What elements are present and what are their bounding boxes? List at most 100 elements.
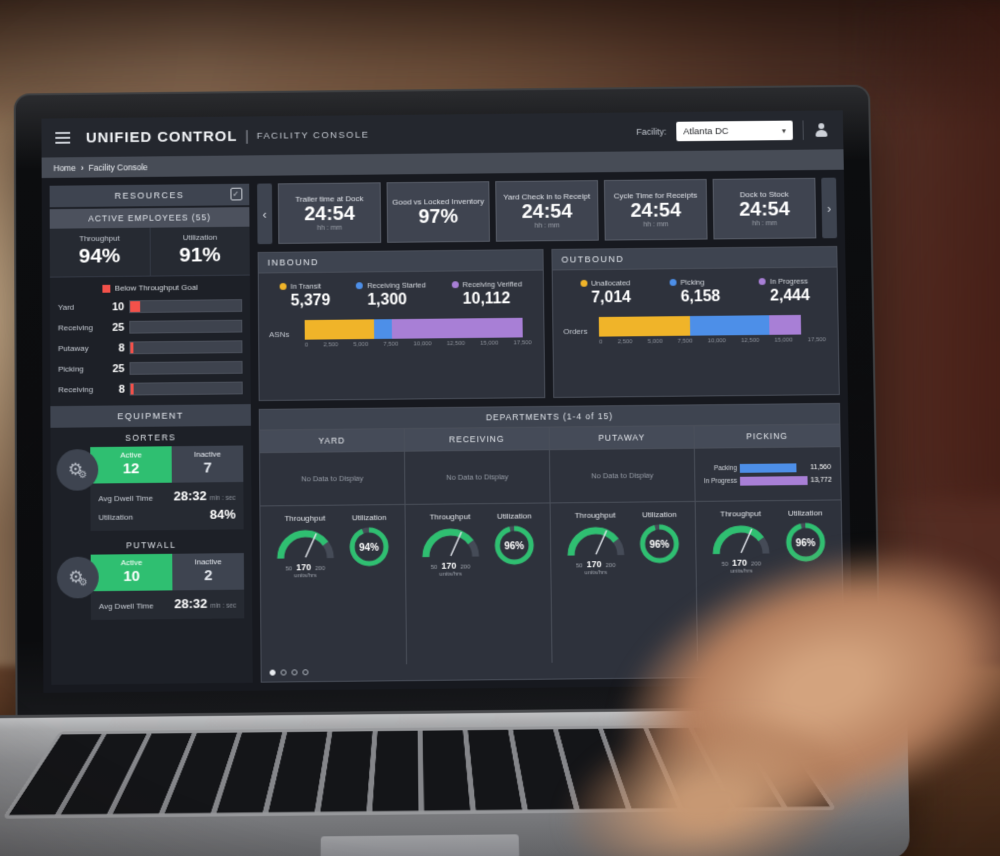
svg-text:94%: 94% <box>359 543 379 554</box>
pagination-dot[interactable] <box>280 669 287 676</box>
bar-category-label: Orders <box>563 326 588 337</box>
legend-dot <box>669 278 677 286</box>
laptop-trackpad <box>319 833 520 856</box>
x-axis-ticks: 0 2,500 5,000 7,500 10,000 12,500 15,000 17,500 <box>304 340 532 349</box>
throughput-label: Throughput <box>79 233 120 244</box>
employee-bar <box>129 299 243 314</box>
legend-stat: Receiving Started 1,300 <box>356 281 426 310</box>
active-employees-header: ACTIVE EMPLOYEES (55) <box>49 207 250 229</box>
below-goal-legend: Below Throughput Goal <box>50 276 250 298</box>
active-count-cell: Active 12 <box>90 446 172 484</box>
throughput-gauge: Throughput 50 170 200 units/hrs <box>564 511 627 577</box>
kpi-card: Good vs Locked Inventory 97% <box>386 181 490 243</box>
employee-bar-row: Picking 25 <box>50 357 250 380</box>
resources-sidebar: RESOURCES ✓ ACTIVE EMPLOYEES (55) Throug… <box>49 183 253 685</box>
employee-stats: Throughput 94% Utilization 91% <box>49 226 250 278</box>
employee-bar-row: Receiving 25 <box>50 316 250 339</box>
legend-dot <box>451 281 459 289</box>
inactive-count-cell: Inactive 7 <box>171 445 244 483</box>
bar-category-label: ASNs <box>269 330 290 340</box>
pagination-dot[interactable] <box>302 669 309 676</box>
bar-segment-in-progress <box>769 314 801 335</box>
utilization-gauge: Utilization 94% <box>347 513 391 572</box>
svg-text:96%: 96% <box>505 541 525 552</box>
legend-stat: In Transit 5,379 <box>279 282 331 311</box>
employee-bar <box>129 360 243 375</box>
employee-bar-row: Putaway 8 <box>50 336 250 359</box>
inactive-count-cell: Inactive 2 <box>172 553 245 591</box>
employee-bar-row: Receiving 8 <box>50 378 250 401</box>
legend-stat: Receiving Verified 10,112 <box>451 280 523 309</box>
active-count-cell: Active 10 <box>90 553 173 592</box>
resources-section-header: RESOURCES ✓ <box>49 183 250 208</box>
topbar-divider <box>802 120 804 140</box>
outbound-header: OUTBOUND <box>552 246 837 271</box>
pagination-dot[interactable] <box>291 669 298 676</box>
carousel-next-button[interactable]: › <box>821 177 838 239</box>
equipment-name: SORTERS <box>125 432 177 443</box>
employee-bar <box>129 340 243 355</box>
user-account-icon[interactable] <box>813 122 829 138</box>
kpi-carousel: ‹ Trailer time at Dock 24:54 hh : mm Goo… <box>257 177 838 245</box>
equipment-section-header: EQUIPMENT <box>50 404 251 428</box>
legend-red-swatch <box>101 284 110 293</box>
legend-dot <box>758 278 766 285</box>
throughput-gauge: Throughput 50 170 200 units/hrs <box>710 509 773 575</box>
equipment-card-sorters: ⚙ ⚙ Active 12 Inactive 7 <box>56 445 244 531</box>
dwell-time-row: Avg Dwell Time 28:32 min : sec <box>98 488 236 504</box>
app-subtitle: FACILITY CONSOLE <box>256 129 370 142</box>
breadcrumb-home-link[interactable]: Home <box>53 162 76 173</box>
chevron-right-icon: › <box>826 200 832 216</box>
kpi-card: Trailer time at Dock 24:54 hh : mm <box>277 182 382 244</box>
utilization-gauge: Utilization 96% <box>637 510 682 569</box>
no-data-text: No Data to Display <box>301 473 364 484</box>
svg-text:96%: 96% <box>796 538 816 549</box>
kpi-card: Cycle Time for Receipts 24:54 hh : mm <box>603 178 708 241</box>
inbound-stacked-bar-chart: ASNs 0 2,500 5,000 7,500 10,000 12,500 15,000 1… <box>259 310 544 349</box>
title-divider: | <box>245 128 249 144</box>
inbound-header: INBOUND <box>258 250 543 274</box>
no-data-text: No Data to Display <box>591 470 654 481</box>
department-column-receiving: RECEIVING No Data to Display Throughput <box>404 427 553 665</box>
legend-stat: Unallocated 7,014 <box>580 278 631 307</box>
department-column-yard: YARD No Data to Display Throughput <box>259 429 408 666</box>
employee-bar-row: Yard 10 <box>50 295 250 318</box>
breadcrumb-separator-icon: › <box>80 162 84 173</box>
utilization-value: 91% <box>179 243 221 267</box>
chevron-left-icon: ‹ <box>262 206 267 222</box>
facility-label: Facility: <box>636 126 667 137</box>
inbound-panel: INBOUND In Transit 5,379 Receiving Start… <box>257 249 546 402</box>
bar-segment-unallocated <box>598 316 690 337</box>
chevron-down-icon: ▾ <box>781 125 786 135</box>
svg-text:96%: 96% <box>650 540 670 551</box>
no-data-text: No Data to Display <box>446 472 509 482</box>
employee-bar <box>129 319 243 334</box>
picking-bar-packing: Packing 11,560 <box>713 462 832 473</box>
carousel-prev-button[interactable]: ‹ <box>257 183 273 245</box>
bar-segment-receiving-started <box>374 319 392 339</box>
equipment-name: PUTWALL <box>126 539 177 551</box>
facility-dropdown[interactable]: Atlanta DC ▾ <box>676 120 793 142</box>
dwell-time-row: Avg Dwell Time 28:32 min : sec <box>98 595 237 612</box>
clipboard-check-icon[interactable]: ✓ <box>230 187 243 201</box>
throughput-value: 94% <box>78 244 121 268</box>
kpi-card: Dock to Stock 24:54 hh : mm <box>712 177 817 240</box>
facility-dropdown-value: Atlanta DC <box>683 125 729 137</box>
legend-dot <box>279 283 287 290</box>
breadcrumb-current[interactable]: Facility Console <box>88 161 148 173</box>
x-axis-ticks: 0 2,500 5,000 7,500 10,000 12,500 15,000 17,500 <box>599 337 826 346</box>
pagination-dot[interactable] <box>269 669 276 676</box>
picking-bar-in-progress: In Progress 13,772 <box>703 475 832 486</box>
employee-bar <box>129 381 243 396</box>
legend-stat: In Progress 2,444 <box>758 277 810 306</box>
legend-stat: Picking 6,158 <box>669 278 721 307</box>
utilization-label: Utilization <box>182 232 218 243</box>
kpi-card: Yard Check in to Receipt 24:54 hh : mm <box>495 180 599 242</box>
throughput-gauge: Throughput 50 170 200 units/hrs <box>274 514 336 580</box>
gears-icon: ⚙ ⚙ <box>56 556 99 599</box>
legend-dot <box>356 282 364 290</box>
gears-icon: ⚙ ⚙ <box>56 448 99 491</box>
utilization-row: Utilization 84% <box>98 506 236 522</box>
throughput-gauge: Throughput 50 170 200 units/hrs <box>419 512 481 578</box>
hamburger-menu-icon[interactable] <box>55 131 71 144</box>
